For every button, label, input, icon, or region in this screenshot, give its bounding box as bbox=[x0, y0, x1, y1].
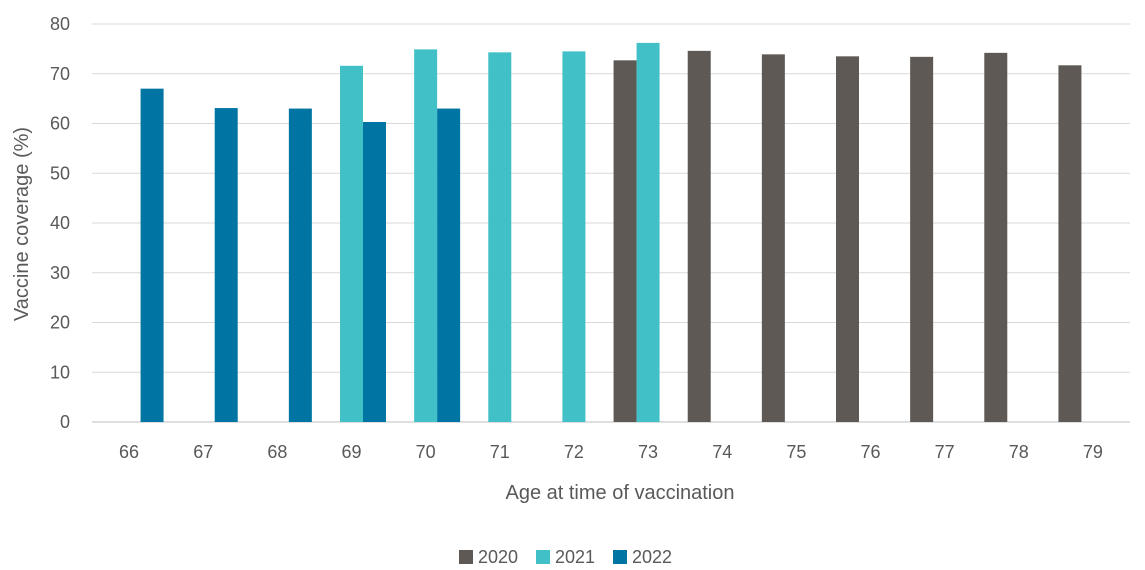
x-tick-label: 71 bbox=[490, 442, 510, 462]
legend-item-2021: 2021 bbox=[536, 547, 595, 567]
bar-2020-age-74 bbox=[687, 50, 711, 423]
legend-label: 2022 bbox=[632, 547, 672, 567]
x-tick-label: 73 bbox=[638, 442, 658, 462]
x-tick-label: 68 bbox=[267, 442, 287, 462]
legend: 2020 2021 2022 bbox=[459, 547, 672, 567]
bar-2021-age-70 bbox=[414, 49, 438, 423]
x-tick-label: 70 bbox=[416, 442, 436, 462]
x-tick-label: 76 bbox=[860, 442, 880, 462]
y-tick-label: 10 bbox=[50, 362, 70, 382]
y-tick-label: 40 bbox=[50, 213, 70, 233]
gridlines bbox=[92, 23, 1130, 423]
x-tick-label: 66 bbox=[119, 442, 139, 462]
bar-2020-age-76 bbox=[836, 56, 859, 423]
bar-2021-age-71 bbox=[488, 52, 512, 423]
bar-2022-age-67 bbox=[214, 108, 238, 422]
x-axis-title: Age at time of vaccination bbox=[505, 482, 734, 504]
bar-2022-age-70 bbox=[437, 108, 461, 422]
y-tick-label: 0 bbox=[60, 412, 70, 432]
bar-2021-age-72 bbox=[562, 51, 586, 423]
legend-item-2022: 2022 bbox=[613, 547, 672, 567]
x-tick-label: 74 bbox=[712, 442, 732, 462]
x-tick-label: 79 bbox=[1083, 442, 1103, 462]
y-tick-label: 50 bbox=[50, 163, 70, 183]
bar-2020-age-75 bbox=[761, 54, 785, 422]
bar-2020-age-78 bbox=[984, 52, 1008, 422]
x-tick-label: 69 bbox=[341, 442, 361, 462]
x-tick-label: 78 bbox=[1009, 442, 1029, 462]
y-tick-label: 20 bbox=[50, 313, 70, 333]
bar-2022-age-68 bbox=[288, 108, 312, 422]
legend-swatch bbox=[536, 550, 550, 564]
bar-2020-age-73 bbox=[613, 60, 637, 422]
bar-2020-age-77 bbox=[910, 56, 934, 423]
bar-2021-age-73 bbox=[636, 42, 660, 422]
bar-2020-age-79 bbox=[1058, 65, 1082, 422]
x-tick-label: 72 bbox=[564, 442, 584, 462]
x-tick-label: 77 bbox=[935, 442, 955, 462]
legend-swatch bbox=[459, 550, 473, 564]
tick-labels: 0 10 20 30 40 50 60 70 80 66 67 68 69 70 71 72 73 74 75 76 7… bbox=[50, 14, 1103, 462]
legend-item-2020: 2020 bbox=[459, 547, 518, 567]
bars bbox=[140, 42, 1082, 423]
bar-2021-age-69 bbox=[340, 65, 363, 422]
bar-2022-age-69 bbox=[363, 122, 386, 422]
y-tick-label: 70 bbox=[50, 64, 70, 84]
bar-2022-age-66 bbox=[140, 88, 164, 423]
y-tick-label: 30 bbox=[50, 263, 70, 283]
x-tick-label: 67 bbox=[193, 442, 213, 462]
legend-label: 2021 bbox=[555, 547, 595, 567]
x-tick-label: 75 bbox=[786, 442, 806, 462]
legend-label: 2020 bbox=[478, 547, 518, 567]
y-axis-title: Vaccine coverage (%) bbox=[11, 127, 33, 321]
legend-swatch bbox=[613, 550, 627, 564]
y-tick-label: 60 bbox=[50, 114, 70, 134]
y-tick-label: 80 bbox=[50, 14, 70, 34]
